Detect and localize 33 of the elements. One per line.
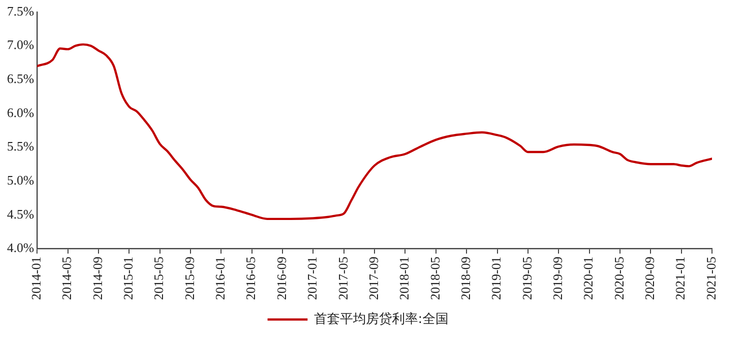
y-tick-label: 6.5%	[6, 71, 34, 86]
x-tick-label: 2014-01	[28, 256, 44, 300]
x-tick-label: 2017-01	[304, 256, 320, 300]
x-tick-label: 2014-09	[90, 256, 105, 300]
x-tick-label: 2019-09	[550, 256, 566, 300]
x-tick-label: 2015-01	[120, 256, 136, 300]
x-tick-label: 2020-01	[580, 256, 596, 300]
x-tick-label: 2020-05	[611, 256, 626, 300]
y-tick-label: 5.0%	[6, 172, 34, 188]
x-tick-label: 2021-05	[703, 256, 718, 300]
x-tick-label: 2017-09	[366, 256, 381, 300]
y-tick-label: 7.5%	[6, 3, 34, 18]
x-tick-label: 2021-01	[672, 256, 688, 300]
y-tick-label: 5.5%	[6, 138, 34, 154]
x-tick-label: 2018-09	[458, 256, 473, 300]
y-tick-label: 6.0%	[6, 104, 34, 120]
x-tick-label: 2019-05	[519, 256, 534, 300]
legend-label: 首套平均房贷利率:全国	[314, 310, 448, 327]
x-tick-label: 2016-01	[212, 256, 228, 300]
x-tick-label: 2016-05	[243, 256, 258, 300]
y-tick-label: 7.0%	[6, 37, 34, 52]
y-tick-label: 4.5%	[6, 206, 34, 222]
x-tick-label: 2018-01	[396, 256, 412, 300]
x-tick-label: 2015-05	[151, 256, 166, 300]
x-tick-label: 2020-09	[642, 256, 658, 300]
x-tick-label: 2015-09	[182, 256, 197, 300]
line-series	[37, 43, 712, 220]
x-tick-label: 2014-05	[59, 256, 74, 300]
x-tick-label: 2018-05	[427, 256, 442, 300]
x-tick-label: 2019-01	[488, 256, 504, 300]
y-tick-label: 4.0%	[6, 240, 34, 256]
x-tick-label: 2016-09	[274, 256, 289, 300]
x-tick-label: 2017-05	[335, 256, 350, 300]
